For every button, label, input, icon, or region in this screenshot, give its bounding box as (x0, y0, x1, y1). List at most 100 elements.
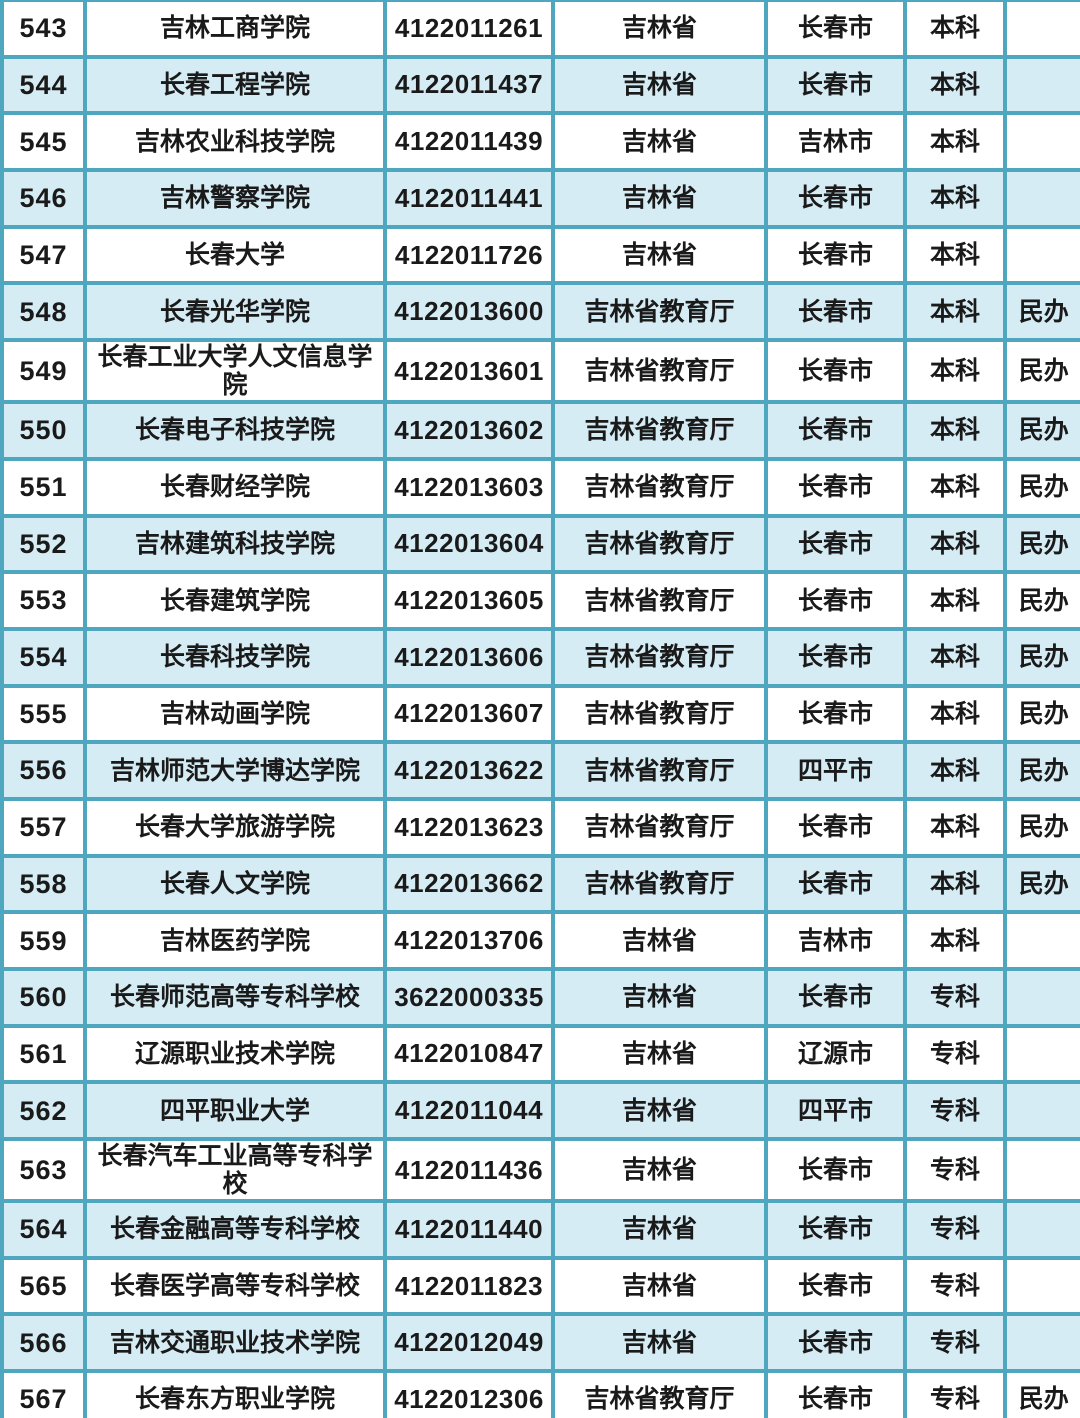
cell-ownership-type (1003, 54, 1080, 116)
cell-competent-authority: 吉林省教育厅 (551, 626, 768, 688)
cell-school-code: 4122011261 (383, 0, 555, 59)
cell-city: 长春市 (764, 1255, 907, 1317)
cell-school-name: 长春电子科技学院 (83, 400, 387, 461)
cell-row-number: 543 (0, 0, 87, 59)
cell-school-name: 长春财经学院 (83, 456, 387, 518)
cell-school-code: 3622000335 (383, 967, 555, 1028)
cell-education-level: 本科 (903, 626, 1007, 688)
cell-row-number: 559 (0, 910, 87, 971)
cell-row-number: 556 (0, 740, 87, 801)
cell-ownership-type: 民办 (1003, 456, 1080, 518)
cell-competent-authority: 吉林省教育厅 (551, 853, 768, 915)
cell-competent-authority: 吉林省教育厅 (551, 513, 768, 575)
cell-row-number: 561 (0, 1023, 87, 1085)
cell-school-code: 4122011439 (383, 111, 555, 173)
cell-school-code: 4122011823 (383, 1255, 555, 1317)
cell-competent-authority: 吉林省教育厅 (551, 1369, 768, 1418)
cell-competent-authority: 吉林省教育厅 (551, 683, 768, 745)
cell-education-level: 专科 (903, 1080, 1007, 1142)
cell-ownership-type (1003, 967, 1080, 1028)
cell-row-number: 544 (0, 54, 87, 116)
cell-school-name: 吉林交通职业技术学院 (83, 1312, 387, 1374)
cell-city: 长春市 (764, 54, 907, 116)
cell-school-code: 4122012306 (383, 1369, 555, 1418)
cell-ownership-type (1003, 1137, 1080, 1204)
table-row: 556 吉林师范大学博达学院 4122013622 吉林省教育厅 四平市 本科 民办 (0, 740, 1080, 801)
cell-city: 长春市 (764, 1369, 907, 1418)
cell-education-level: 专科 (903, 967, 1007, 1028)
cell-school-name: 长春人文学院 (83, 853, 387, 915)
cell-city: 长春市 (764, 400, 907, 461)
cell-education-level: 专科 (903, 1137, 1007, 1204)
cell-city: 长春市 (764, 513, 907, 575)
cell-competent-authority: 吉林省 (551, 910, 768, 971)
cell-city: 长春市 (764, 1137, 907, 1204)
table-row: 546 吉林警察学院 4122011441 吉林省 长春市 本科 (0, 168, 1080, 229)
cell-school-code: 4122013602 (383, 400, 555, 461)
cell-school-code: 4122011436 (383, 1137, 555, 1204)
table-row: 564 长春金融高等专科学校 4122011440 吉林省 长春市 专科 (0, 1199, 1080, 1260)
table-row: 550 长春电子科技学院 4122013602 吉林省教育厅 长春市 本科 民办 (0, 400, 1080, 461)
cell-city: 长春市 (764, 570, 907, 631)
cell-ownership-type (1003, 1080, 1080, 1142)
cell-competent-authority: 吉林省教育厅 (551, 456, 768, 518)
cell-competent-authority: 吉林省教育厅 (551, 400, 768, 461)
cell-education-level: 专科 (903, 1023, 1007, 1085)
cell-row-number: 567 (0, 1369, 87, 1418)
cell-city: 长春市 (764, 168, 907, 229)
table-row: 559 吉林医药学院 4122013706 吉林省 吉林市 本科 (0, 910, 1080, 971)
cell-competent-authority: 吉林省 (551, 168, 768, 229)
cell-education-level: 本科 (903, 740, 1007, 801)
cell-education-level: 专科 (903, 1255, 1007, 1317)
cell-education-level: 本科 (903, 168, 1007, 229)
table-row: 554 长春科技学院 4122013606 吉林省教育厅 长春市 本科 民办 (0, 626, 1080, 688)
cell-competent-authority: 吉林省 (551, 1137, 768, 1204)
cell-education-level: 专科 (903, 1369, 1007, 1418)
cell-school-code: 4122011726 (383, 224, 555, 286)
cell-school-code: 4122011044 (383, 1080, 555, 1142)
cell-education-level: 本科 (903, 853, 1007, 915)
cell-education-level: 本科 (903, 224, 1007, 286)
cell-row-number: 558 (0, 853, 87, 915)
cell-city: 辽源市 (764, 1023, 907, 1085)
cell-education-level: 本科 (903, 338, 1007, 405)
cell-city: 长春市 (764, 1199, 907, 1260)
cell-education-level: 本科 (903, 0, 1007, 59)
cell-school-code: 4122013662 (383, 853, 555, 915)
cell-ownership-type: 民办 (1003, 400, 1080, 461)
cell-city: 长春市 (764, 338, 907, 405)
cell-education-level: 本科 (903, 796, 1007, 858)
cell-school-code: 4122013605 (383, 570, 555, 631)
cell-city: 四平市 (764, 1080, 907, 1142)
table-row: 562 四平职业大学 4122011044 吉林省 四平市 专科 (0, 1080, 1080, 1142)
cell-school-code: 4122013603 (383, 456, 555, 518)
cell-education-level: 本科 (903, 400, 1007, 461)
cell-competent-authority: 吉林省教育厅 (551, 740, 768, 801)
cell-education-level: 本科 (903, 281, 1007, 343)
cell-competent-authority: 吉林省 (551, 54, 768, 116)
cell-school-code: 4122013606 (383, 626, 555, 688)
cell-competent-authority: 吉林省教育厅 (551, 281, 768, 343)
cell-ownership-type (1003, 1199, 1080, 1260)
cell-ownership-type: 民办 (1003, 740, 1080, 801)
cell-school-code: 4122011441 (383, 168, 555, 229)
cell-row-number: 549 (0, 338, 87, 405)
cell-school-code: 4122010847 (383, 1023, 555, 1085)
cell-education-level: 本科 (903, 683, 1007, 745)
cell-city: 四平市 (764, 740, 907, 801)
cell-competent-authority: 吉林省 (551, 224, 768, 286)
cell-school-name: 吉林工商学院 (83, 0, 387, 59)
cell-row-number: 555 (0, 683, 87, 745)
table-row: 548 长春光华学院 4122013600 吉林省教育厅 长春市 本科 民办 (0, 281, 1080, 343)
cell-row-number: 551 (0, 456, 87, 518)
cell-row-number: 562 (0, 1080, 87, 1142)
cell-school-name: 长春大学 (83, 224, 387, 286)
cell-city: 长春市 (764, 683, 907, 745)
cell-school-code: 4122013600 (383, 281, 555, 343)
cell-school-name: 吉林师范大学博达学院 (83, 740, 387, 801)
cell-ownership-type: 民办 (1003, 513, 1080, 575)
table-row: 544 长春工程学院 4122011437 吉林省 长春市 本科 (0, 54, 1080, 116)
cell-competent-authority: 吉林省 (551, 1023, 768, 1085)
